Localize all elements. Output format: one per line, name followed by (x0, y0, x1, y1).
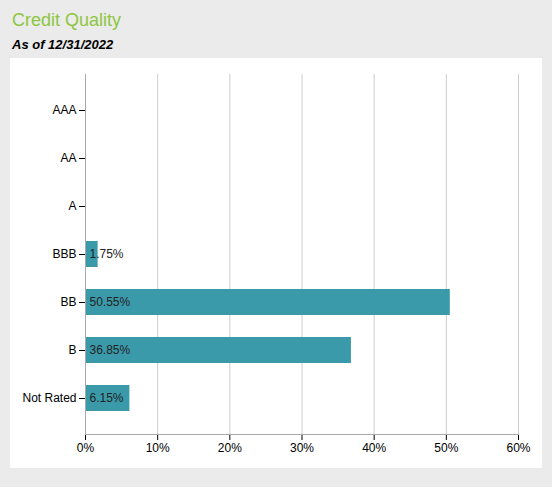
svg-text:Not Rated: Not Rated (22, 391, 76, 405)
svg-text:AAA: AAA (52, 103, 76, 117)
svg-text:BBB: BBB (52, 247, 76, 261)
html-text:Credit Quality: Credit Quality (12, 10, 121, 30)
svg-text:50%: 50% (434, 441, 458, 455)
html-text:As of 12/31/2022: As of 12/31/2022 (12, 37, 114, 52)
svg-text:B: B (68, 343, 76, 357)
svg-text:40%: 40% (362, 441, 386, 455)
svg-text:50.55%: 50.55% (90, 295, 131, 309)
svg-text:36.85%: 36.85% (90, 343, 131, 357)
svg-text:60%: 60% (506, 441, 530, 455)
svg-text:BB: BB (60, 295, 76, 309)
svg-text:30%: 30% (290, 441, 314, 455)
svg-text:20%: 20% (218, 441, 242, 455)
svg-text:AA: AA (60, 151, 76, 165)
svg-text:A: A (68, 199, 76, 213)
svg-text:10%: 10% (146, 441, 170, 455)
svg-text:1.75%: 1.75% (90, 247, 124, 261)
svg-text:6.15%: 6.15% (90, 391, 124, 405)
svg-text:0%: 0% (77, 441, 95, 455)
